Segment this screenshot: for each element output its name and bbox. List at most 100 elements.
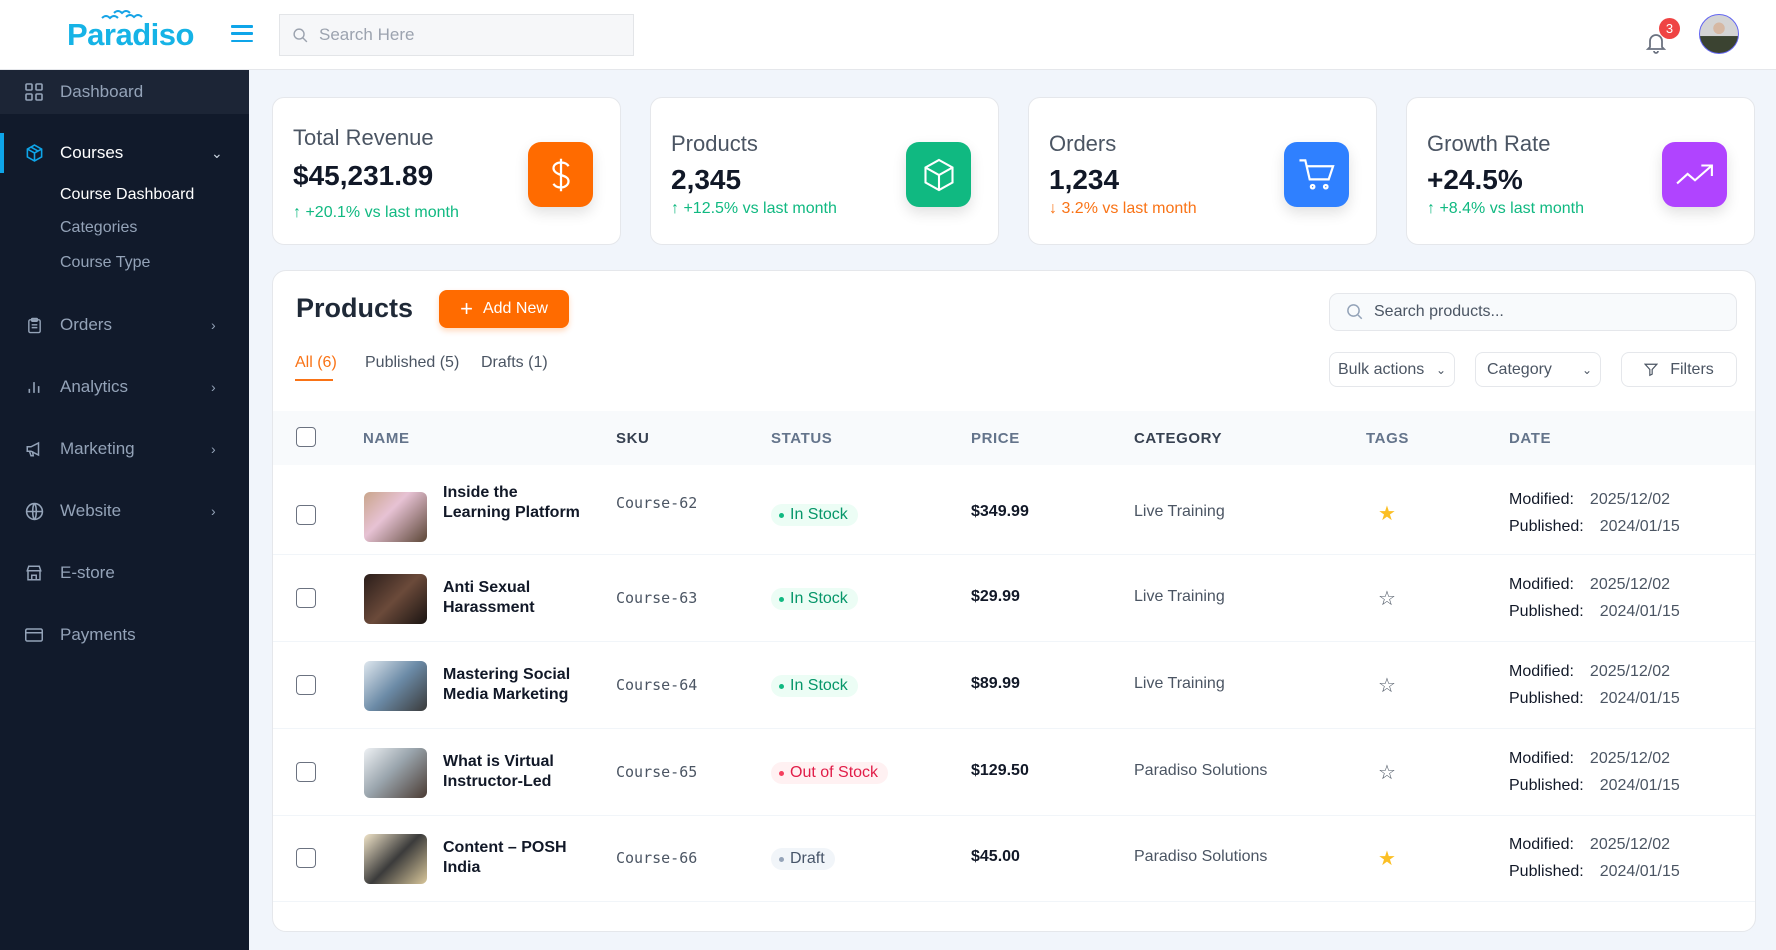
status-dot-icon <box>779 596 784 602</box>
product-thumbnail <box>364 661 427 711</box>
add-new-button[interactable]: + Add New <box>439 290 569 328</box>
global-search-input[interactable]: Search Here <box>279 14 634 56</box>
stat-title: Total Revenue <box>293 125 434 150</box>
status-dot-icon <box>779 683 784 689</box>
row-checkbox[interactable] <box>296 762 316 782</box>
select-all-checkbox[interactable] <box>296 427 316 447</box>
table-row[interactable]: Content – POSH India Course-66 Draft $45… <box>273 815 1755 902</box>
product-name[interactable]: Inside the Learning Platform <box>443 484 580 521</box>
modified-label: Modified: <box>1509 491 1574 508</box>
product-dates: Modified: 2025/12/02 Published: 2024/01/15 <box>1509 745 1680 799</box>
column-header-status[interactable]: STATUS <box>771 430 833 447</box>
sidebar-item-website[interactable]: Website › <box>0 492 249 530</box>
active-indicator <box>0 133 4 173</box>
filters-button[interactable]: Filters <box>1621 352 1737 387</box>
bulk-actions-dropdown[interactable]: Bulk actions ⌄ <box>1329 352 1455 387</box>
box-icon <box>906 142 971 207</box>
star-outline-icon[interactable]: ☆ <box>1378 762 1396 784</box>
trending-up-icon <box>1662 142 1727 207</box>
search-icon <box>293 27 308 42</box>
avatar[interactable] <box>1699 14 1739 54</box>
status-dot-icon <box>779 770 784 776</box>
star-outline-icon[interactable]: ☆ <box>1378 675 1396 697</box>
sidebar-item-dashboard[interactable]: Dashboard <box>0 70 249 114</box>
search-placeholder: Search products... <box>1374 303 1504 320</box>
globe-icon <box>24 501 44 521</box>
row-checkbox[interactable] <box>296 505 316 525</box>
product-name[interactable]: Anti Sexual Harassment <box>443 579 535 616</box>
tab-drafts[interactable]: Drafts (1) <box>481 354 548 371</box>
birds-icon <box>101 10 143 20</box>
column-header-tags[interactable]: TAGS <box>1366 430 1409 447</box>
search-icon <box>1347 304 1363 320</box>
product-category: Live Training <box>1134 675 1225 692</box>
cube-icon <box>24 143 44 163</box>
column-header-price[interactable]: PRICE <box>971 430 1020 447</box>
category-dropdown[interactable]: Category ⌄ <box>1475 352 1601 387</box>
sidebar-item-orders[interactable]: Orders › <box>0 306 249 344</box>
clipboard-icon <box>24 315 44 335</box>
modified-date: 2025/12/02 <box>1589 750 1670 767</box>
published-label: Published: <box>1509 777 1584 794</box>
notification-badge: 3 <box>1659 18 1680 39</box>
row-checkbox[interactable] <box>296 675 316 695</box>
product-dates: Modified: 2025/12/02 Published: 2024/01/15 <box>1509 486 1680 540</box>
product-search-input[interactable]: Search products... <box>1329 293 1737 331</box>
table-row[interactable]: Mastering Social Media Marketing Course-… <box>273 642 1755 729</box>
stat-delta: ↑ +20.1% vs last month <box>293 204 459 221</box>
sidebar-item-analytics[interactable]: Analytics › <box>0 368 249 406</box>
sidebar-item-marketing[interactable]: Marketing › <box>0 430 249 468</box>
column-header-category[interactable]: CATEGORY <box>1134 430 1223 447</box>
product-category: Live Training <box>1134 588 1225 605</box>
product-thumbnail <box>364 574 427 624</box>
product-category: Paradiso Solutions <box>1134 762 1268 779</box>
row-checkbox[interactable] <box>296 588 316 608</box>
column-header-sku[interactable]: SKU <box>616 430 650 447</box>
table-row[interactable]: Anti Sexual Harassment Course-63 In Stoc… <box>273 555 1755 642</box>
plus-icon: + <box>460 296 473 321</box>
sidebar-item-label: Payments <box>60 625 136 644</box>
sidebar-item-payments[interactable]: Payments <box>0 616 249 654</box>
hamburger-menu-icon[interactable] <box>231 25 253 42</box>
logo[interactable]: Paradiso <box>67 18 194 52</box>
modified-date: 2025/12/02 <box>1589 836 1670 853</box>
product-thumbnail <box>364 748 427 798</box>
cart-icon <box>1284 142 1349 207</box>
product-category: Live Training <box>1134 503 1225 520</box>
product-thumbnail <box>364 834 427 884</box>
row-checkbox[interactable] <box>296 848 316 868</box>
tab-all[interactable]: All (6) <box>295 354 337 381</box>
star-outline-icon[interactable]: ☆ <box>1378 588 1396 610</box>
stat-value: 2,345 <box>671 164 742 195</box>
sidebar-item-courses[interactable]: Courses ⌄ <box>0 133 249 173</box>
table-row[interactable]: What is Virtual Instructor-Led Course-65… <box>273 729 1755 816</box>
product-price: $349.99 <box>971 503 1029 520</box>
store-icon <box>24 563 44 583</box>
column-header-name[interactable]: NAME <box>363 430 410 447</box>
published-date: 2024/01/15 <box>1599 603 1680 620</box>
status-label: In Stock <box>790 590 848 607</box>
sidebar-subitem-course-type[interactable]: Course Type <box>60 254 151 271</box>
sidebar-item-label: Analytics <box>60 377 129 396</box>
stat-card-products: Products 2,345 ↑ +12.5% vs last month <box>650 97 999 245</box>
modified-label: Modified: <box>1509 663 1574 680</box>
filters-label: Filters <box>1670 360 1714 378</box>
sidebar-item-label: Dashboard <box>60 82 144 101</box>
tab-published[interactable]: Published (5) <box>365 354 460 371</box>
sidebar-subitem-course-dashboard[interactable]: Course Dashboard <box>60 186 195 203</box>
product-name[interactable]: Mastering Social Media Marketing <box>443 666 571 703</box>
bulk-actions-label: Bulk actions <box>1338 360 1425 378</box>
product-sku: Course-65 <box>616 763 698 781</box>
sidebar-item-e-store[interactable]: E-store <box>0 554 249 592</box>
published-label: Published: <box>1509 518 1584 535</box>
table-row[interactable]: Inside the Learning Platform Course-62 I… <box>273 468 1755 555</box>
product-name[interactable]: What is Virtual Instructor-Led <box>443 753 554 790</box>
star-filled-icon[interactable]: ★ <box>1378 848 1396 870</box>
stat-card-total-revenue: Total Revenue $45,231.89 ↑ +20.1% vs las… <box>272 97 621 245</box>
sidebar-subitem-categories[interactable]: Categories <box>60 219 138 236</box>
column-header-date[interactable]: DATE <box>1509 430 1552 447</box>
bell-icon[interactable] <box>1644 29 1668 55</box>
chevron-right-icon: › <box>211 379 216 395</box>
product-name[interactable]: Content – POSH India <box>443 839 567 876</box>
star-filled-icon[interactable]: ★ <box>1378 503 1396 525</box>
